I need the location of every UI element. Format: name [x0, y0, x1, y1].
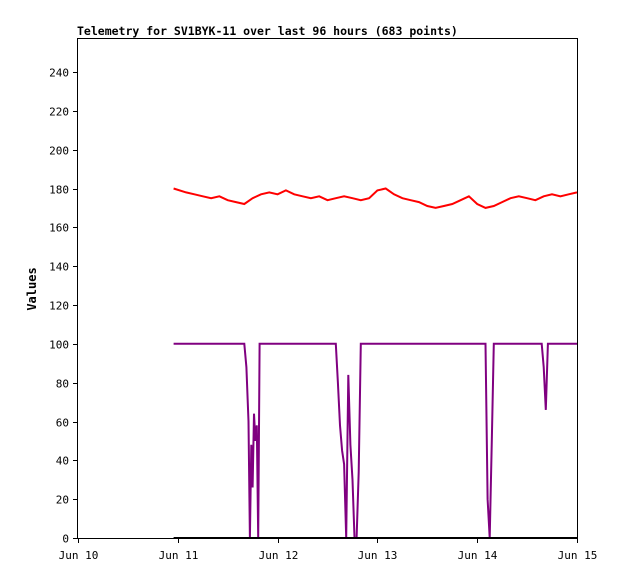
- y-tick-label: 20: [56, 494, 69, 507]
- plot-frame: [77, 38, 578, 539]
- y-axis-label: Values: [25, 267, 39, 310]
- y-tick-label: 120: [49, 300, 69, 313]
- series-line-1: [173, 187, 578, 209]
- y-tick-label: 80: [56, 378, 69, 391]
- series-line-2: [173, 342, 577, 539]
- chart-title: Telemetry for SV1BYK-11 over last 96 hou…: [77, 24, 458, 38]
- y-tick-label: 200: [49, 145, 69, 158]
- x-tick-label: Jun 10: [59, 549, 99, 562]
- y-axis: 0 20 40 60 80 100 120 140 160 180 200 220 240: [49, 67, 78, 546]
- y-tick-label: 220: [49, 106, 69, 119]
- y-tick-label: 240: [49, 67, 69, 80]
- x-tick-label: Jun 11: [159, 549, 199, 562]
- y-tick-label: 140: [49, 261, 69, 274]
- x-tick-label: Jun 14: [458, 549, 498, 562]
- y-tick-label: 160: [49, 222, 69, 235]
- x-tick-label: Jun 15: [558, 549, 598, 562]
- y-tick-label: 60: [56, 417, 69, 430]
- y-tick-label: 40: [56, 455, 69, 468]
- x-tick-label: Jun 12: [259, 549, 299, 562]
- y-tick-label: 100: [49, 339, 69, 352]
- y-tick-label: 0: [62, 533, 69, 546]
- x-tick-label: Jun 13: [358, 549, 398, 562]
- series-lines: [173, 187, 578, 539]
- x-axis: Jun 10 Jun 11 Jun 12 Jun 13 Jun 14 Jun 15: [59, 538, 598, 562]
- y-tick-label: 180: [49, 184, 69, 197]
